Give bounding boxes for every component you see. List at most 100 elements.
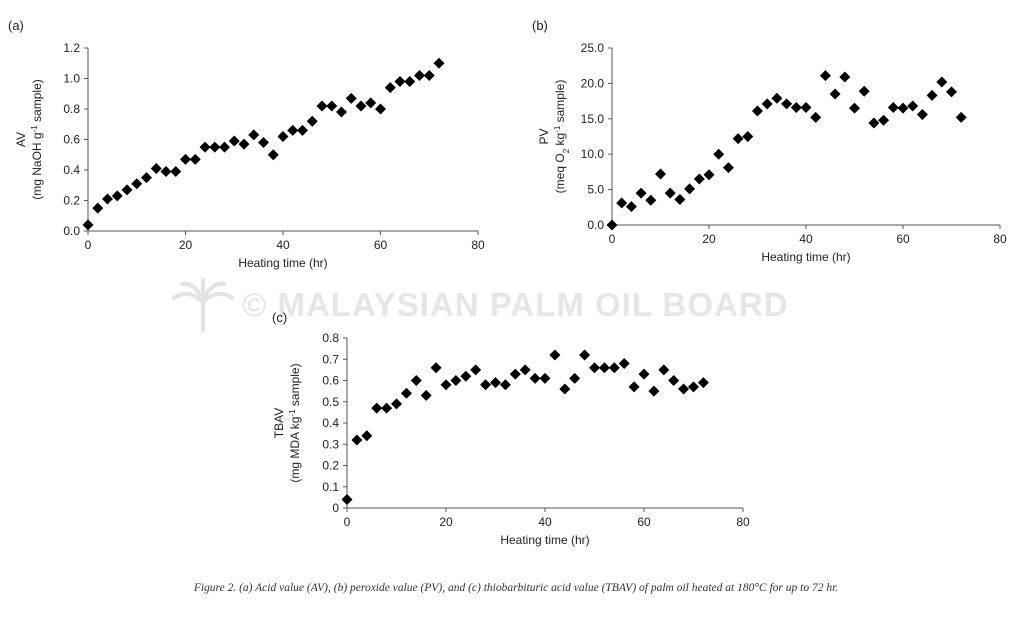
data-point [616, 197, 628, 209]
data-point [955, 111, 967, 123]
y-tick-label: 0.6 [322, 374, 339, 388]
panel-label: (b) [532, 18, 548, 33]
data-point [625, 201, 637, 213]
data-point [433, 57, 445, 69]
data-point [440, 379, 452, 391]
x-tick-label: 40 [276, 238, 290, 252]
data-point [209, 141, 221, 153]
x-tick-label: 80 [736, 515, 750, 529]
y-axis-label-line2: (mg MDA kg-1 sample) [288, 363, 303, 482]
data-point [355, 100, 367, 112]
data-point [839, 71, 851, 83]
data-point [111, 190, 123, 202]
data-point [375, 103, 386, 115]
data-point [539, 372, 551, 384]
x-axis-label: Heating time (hr) [761, 250, 850, 264]
data-point [598, 362, 610, 374]
y-axis-label-line1: AV [14, 132, 28, 147]
data-point [628, 381, 640, 393]
data-point [326, 100, 338, 112]
data-point [258, 137, 269, 149]
data-point [460, 370, 472, 382]
y-tick-label: 0 [332, 501, 339, 515]
y-tick-label: 20.0 [581, 76, 605, 90]
data-point [771, 92, 783, 104]
data-point [907, 100, 919, 112]
y-tick-label: 0.1 [322, 480, 339, 494]
data-point [150, 162, 162, 174]
data-point [480, 379, 492, 391]
y-tick-label: 0.7 [322, 352, 339, 366]
data-point [219, 141, 230, 153]
data-point [858, 85, 870, 97]
data-point [589, 362, 600, 374]
data-point [693, 173, 705, 185]
data-point [394, 76, 406, 88]
data-point [761, 98, 773, 110]
data-point [381, 402, 393, 414]
panel-label: (a) [8, 18, 24, 33]
x-tick-label: 40 [799, 232, 813, 246]
data-point [664, 187, 676, 199]
data-point [579, 349, 591, 361]
data-point [499, 379, 511, 391]
data-point [277, 130, 289, 142]
data-point [297, 124, 308, 136]
data-point [936, 76, 948, 88]
y-tick-label: 0.0 [63, 224, 80, 238]
x-tick-label: 60 [637, 515, 651, 529]
y-tick-label: 10.0 [581, 147, 605, 161]
data-point [638, 368, 650, 380]
y-tick-label: 0.8 [63, 102, 80, 116]
data-point [529, 372, 541, 384]
data-point [668, 375, 680, 386]
y-tick-label: 0.2 [322, 459, 339, 473]
data-point [391, 398, 402, 410]
data-point [684, 183, 696, 195]
watermark-text: © MALAYSIAN PALM OIL BOARD [242, 286, 789, 323]
y-axis-label-line2: (meq O2 kg-1 sample) [553, 80, 571, 194]
data-point [287, 124, 299, 136]
data-point [160, 166, 172, 178]
data-point [180, 153, 191, 165]
data-point [470, 364, 482, 376]
x-tick-label: 60 [896, 232, 910, 246]
data-point [141, 172, 152, 184]
x-tick-label: 0 [85, 238, 92, 252]
data-point [420, 389, 432, 401]
y-tick-label: 0.4 [63, 163, 80, 177]
data-point [722, 162, 734, 174]
y-tick-label: 0.3 [322, 437, 339, 451]
x-tick-label: 0 [344, 515, 351, 529]
data-point [316, 100, 328, 112]
data-point [189, 153, 201, 165]
data-point [519, 364, 531, 376]
data-point [713, 148, 725, 160]
data-point [916, 109, 928, 121]
data-point [559, 383, 571, 395]
data-point [697, 377, 709, 389]
data-point [371, 402, 383, 414]
data-point [430, 362, 442, 374]
data-point [878, 114, 890, 126]
data-point [849, 102, 860, 114]
data-point [238, 138, 250, 150]
data-point [549, 349, 561, 361]
data-point [341, 494, 353, 505]
data-point [306, 115, 318, 127]
y-axis-label-line1: TBAV [272, 408, 286, 438]
data-point [170, 166, 182, 178]
data-point [400, 387, 412, 399]
data-point [384, 82, 396, 94]
x-tick-label: 20 [702, 232, 716, 246]
data-point [800, 101, 812, 113]
data-point [946, 86, 957, 98]
data-point [199, 141, 211, 153]
chart-panel-1: (a) 0.0 0.2 0.4 0.6 0.8 1.0 1.2 0 20 40 60 80 Heating… [8, 18, 485, 270]
data-point [608, 362, 620, 374]
y-tick-label: 0.0 [587, 218, 604, 232]
data-point [336, 106, 347, 118]
data-point [790, 101, 802, 113]
data-point [131, 178, 143, 190]
